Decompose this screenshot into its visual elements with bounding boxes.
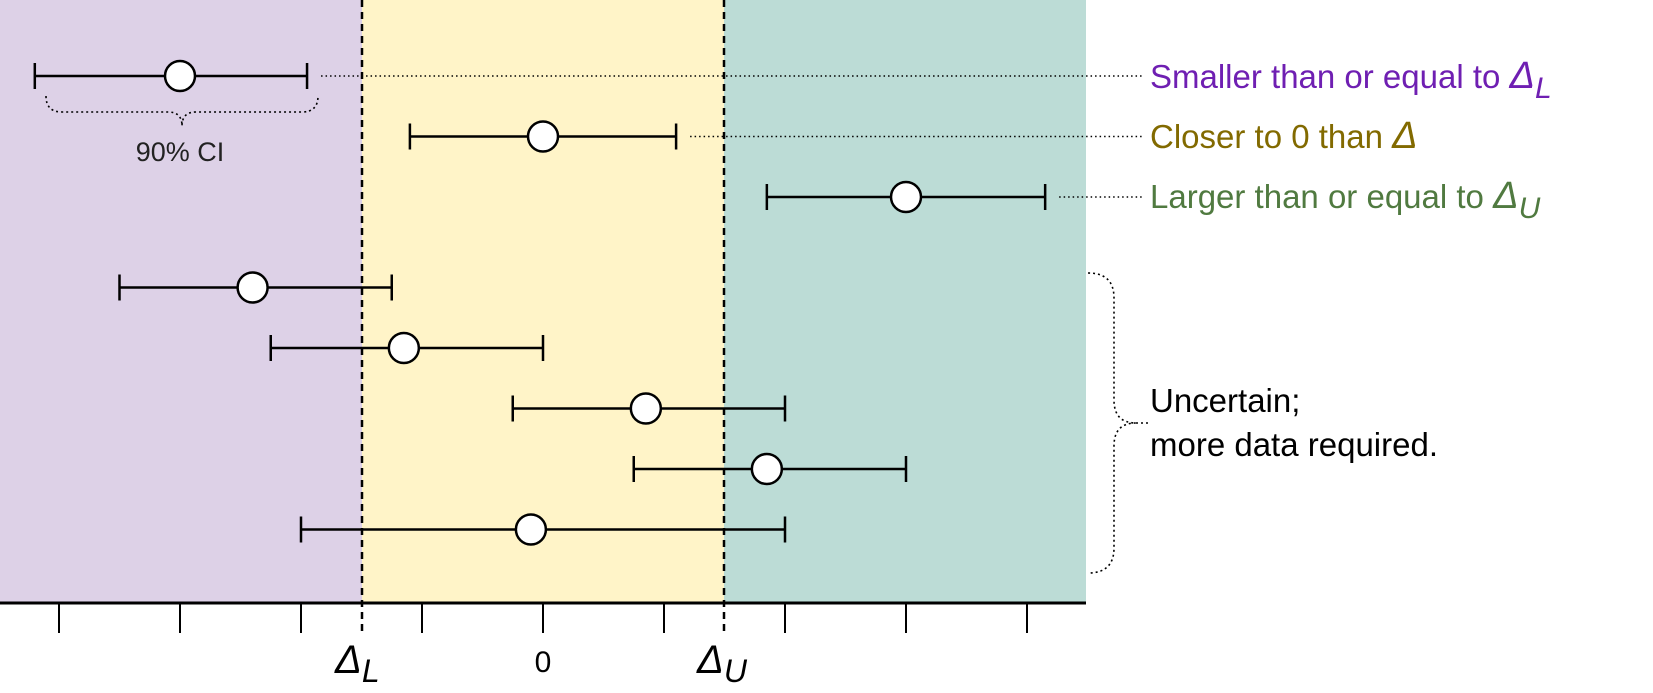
region-between-bounds (362, 0, 724, 603)
point-estimate (526, 120, 560, 153)
point-estimate (236, 271, 269, 304)
legend-upper-text: Larger than or equal to (1150, 178, 1493, 215)
x-axis-ticks (58, 603, 1028, 633)
axis-upper-sub: U (724, 653, 748, 689)
ci-label: 90% CI (136, 137, 225, 167)
region-larger-than-upper-bound (724, 0, 1086, 603)
uncertain-line-1: Uncertain; (1150, 382, 1300, 419)
point-estimate (629, 392, 663, 425)
ci-brace (45, 95, 319, 127)
dotted-leader-lines (321, 75, 1143, 198)
point-estimate (889, 180, 923, 214)
legend-middle-delta: Δ (1391, 115, 1418, 157)
legend-lower: Smaller than or equal to ΔL (1150, 55, 1552, 105)
uncertain-brace (1087, 272, 1137, 574)
point-estimate (387, 331, 421, 365)
axis-lower-delta: Δ (334, 638, 362, 682)
axis-lower-sub: L (362, 653, 380, 689)
legend-upper-delta: Δ (1492, 175, 1519, 217)
region-smaller-than-lower-bound (0, 0, 362, 603)
legend-middle-text: Closer to 0 than (1150, 118, 1392, 155)
legend-lower-text: Smaller than or equal to (1150, 58, 1510, 95)
axis-label-zero: 0 (535, 646, 552, 679)
legend-middle: Closer to 0 than Δ (1150, 115, 1418, 157)
legend-upper-sub: U (1519, 192, 1541, 225)
axis-upper-delta: Δ (696, 638, 724, 682)
legend-lower-delta: Δ (1509, 55, 1536, 97)
uncertain-line-2: more data required. (1150, 426, 1438, 463)
legend-lower-sub: L (1535, 72, 1552, 105)
axis-label-upper-bound: ΔU (696, 638, 748, 689)
legend-upper: Larger than or equal to ΔU (1150, 175, 1541, 225)
point-estimate (163, 59, 197, 93)
axis-label-lower-bound: ΔL (334, 638, 380, 689)
confidence-intervals (33, 59, 1047, 546)
point-estimate (750, 452, 784, 486)
point-estimate (514, 513, 548, 546)
